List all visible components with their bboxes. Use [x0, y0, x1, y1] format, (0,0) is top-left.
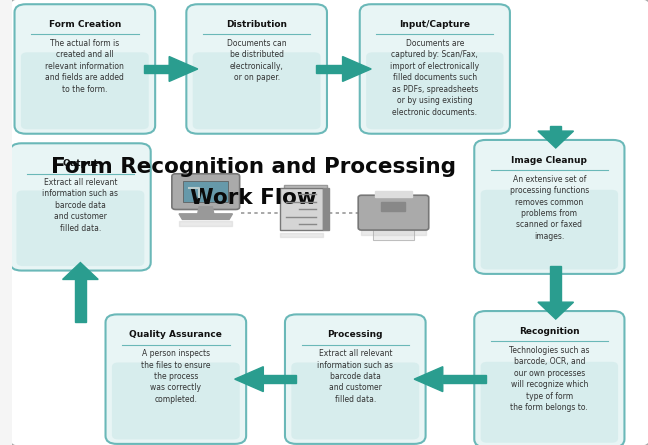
- FancyBboxPatch shape: [21, 52, 149, 129]
- FancyBboxPatch shape: [16, 190, 145, 266]
- Text: Form Creation: Form Creation: [49, 20, 121, 29]
- Polygon shape: [179, 221, 233, 226]
- Bar: [183, 181, 229, 202]
- Polygon shape: [169, 57, 198, 81]
- Text: Extract all relevant
information such as
barcode data
and customer
filled data.: Extract all relevant information such as…: [42, 178, 119, 233]
- Bar: [373, 228, 413, 239]
- FancyBboxPatch shape: [172, 174, 240, 210]
- Polygon shape: [414, 367, 443, 392]
- Polygon shape: [144, 65, 169, 73]
- FancyBboxPatch shape: [106, 314, 246, 444]
- Text: Documents are
captured by: Scan/Fax,
import of electronically
filled documents s: Documents are captured by: Scan/Fax, imp…: [390, 39, 480, 117]
- FancyBboxPatch shape: [366, 52, 503, 129]
- Polygon shape: [343, 57, 371, 81]
- FancyBboxPatch shape: [481, 362, 618, 443]
- Text: Processing: Processing: [327, 330, 383, 340]
- Text: Work Flow: Work Flow: [190, 188, 317, 208]
- FancyBboxPatch shape: [14, 4, 155, 133]
- Polygon shape: [235, 367, 263, 392]
- Text: A person inspects
the files to ensure
the process
was correctly
completed.: A person inspects the files to ensure th…: [141, 349, 211, 404]
- Polygon shape: [373, 228, 413, 239]
- FancyBboxPatch shape: [358, 195, 429, 230]
- Text: Output: Output: [62, 159, 98, 168]
- Text: Recognition: Recognition: [519, 327, 580, 336]
- Text: Extract all relevant
information such as
barcode data
and customer
filled data.: Extract all relevant information such as…: [318, 349, 393, 404]
- FancyBboxPatch shape: [187, 4, 327, 133]
- Text: Quality Assurance: Quality Assurance: [130, 330, 222, 340]
- Polygon shape: [550, 125, 561, 131]
- Polygon shape: [63, 263, 98, 279]
- FancyBboxPatch shape: [280, 188, 323, 231]
- Text: Technologies such as
barcode, OCR, and
our own processes
will recognize which
ty: Technologies such as barcode, OCR, and o…: [509, 346, 590, 412]
- Text: The actual form is
created and all
relevant information
and fields are added
to : The actual form is created and all relev…: [45, 39, 124, 94]
- Polygon shape: [75, 279, 86, 322]
- Text: Documents can
be distributed
electronically,
or on paper.: Documents can be distributed electronica…: [227, 39, 286, 82]
- FancyBboxPatch shape: [112, 362, 240, 440]
- FancyBboxPatch shape: [474, 311, 625, 445]
- FancyBboxPatch shape: [292, 362, 419, 440]
- Polygon shape: [179, 214, 233, 219]
- Text: Form Recognition and Processing: Form Recognition and Processing: [51, 157, 456, 177]
- FancyBboxPatch shape: [481, 190, 618, 269]
- Polygon shape: [538, 131, 573, 148]
- Polygon shape: [362, 230, 426, 235]
- Polygon shape: [443, 375, 486, 383]
- FancyBboxPatch shape: [284, 185, 327, 227]
- FancyBboxPatch shape: [10, 143, 151, 271]
- Text: An extensive set of
processing functions
removes common
problems from
scanned or: An extensive set of processing functions…: [510, 175, 589, 241]
- Polygon shape: [323, 188, 329, 231]
- FancyBboxPatch shape: [8, 0, 648, 445]
- Text: Input/Capture: Input/Capture: [399, 20, 470, 29]
- Polygon shape: [280, 233, 323, 238]
- Polygon shape: [382, 202, 406, 211]
- FancyBboxPatch shape: [285, 314, 426, 444]
- FancyBboxPatch shape: [192, 52, 321, 129]
- Text: Image Cleanup: Image Cleanup: [511, 156, 587, 165]
- FancyBboxPatch shape: [360, 4, 510, 133]
- Polygon shape: [375, 191, 412, 198]
- FancyBboxPatch shape: [474, 140, 625, 274]
- Polygon shape: [538, 302, 573, 319]
- Polygon shape: [550, 266, 561, 302]
- Polygon shape: [263, 375, 296, 383]
- Polygon shape: [316, 65, 343, 73]
- Polygon shape: [198, 207, 214, 214]
- Text: Distribution: Distribution: [226, 20, 287, 29]
